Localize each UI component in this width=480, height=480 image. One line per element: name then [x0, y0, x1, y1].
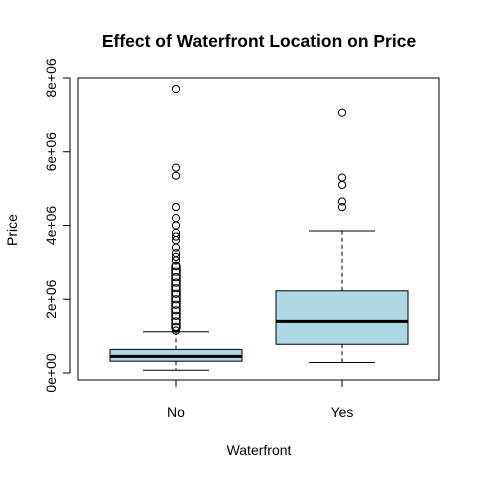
- outlier-point: [171, 163, 181, 172]
- box-series: [109, 84, 409, 371]
- outlier-point: [171, 267, 181, 276]
- outlier-point: [171, 311, 181, 320]
- outlier-point: [171, 326, 181, 335]
- outlier-point: [171, 214, 181, 223]
- outlier-point: [171, 171, 181, 180]
- outlier-point: [171, 84, 181, 94]
- outlier-point: [171, 278, 181, 287]
- outlier-point: [171, 322, 181, 332]
- y-axis: 0e+00 2e+06 4e+06 6e+06 8e+06: [43, 58, 71, 393]
- x-tick-label: Yes: [331, 404, 354, 420]
- outlier-point: [171, 284, 181, 293]
- x-tick-label: No: [167, 404, 185, 420]
- y-tick-label: 6e+06: [43, 132, 59, 172]
- outlier-point: [337, 202, 347, 212]
- y-tick-label: 0e+00: [43, 353, 59, 393]
- iqr-box: [275, 290, 409, 345]
- y-tick-label: 8e+06: [43, 58, 59, 98]
- x-axis-title: Waterfront: [227, 442, 292, 458]
- outlier-point: [337, 197, 347, 206]
- outlier-point: [337, 108, 347, 117]
- outlier-point: [337, 173, 347, 182]
- y-axis-title: Price: [4, 214, 20, 246]
- outlier-point: [171, 243, 181, 252]
- box-no: [109, 84, 243, 371]
- box-yes: [275, 108, 409, 363]
- outlier-point: [171, 289, 181, 298]
- y-tick-label: 2e+06: [43, 279, 59, 319]
- outlier-point: [171, 202, 181, 212]
- outlier-point: [171, 300, 181, 309]
- outlier-point: [171, 221, 181, 230]
- outlier-point: [171, 261, 181, 271]
- outlier-point: [171, 252, 181, 261]
- y-tick-label: 4e+06: [43, 206, 59, 246]
- outlier-point: [171, 317, 181, 326]
- outlier-point: [171, 306, 181, 315]
- x-axis: No Yes: [167, 379, 354, 420]
- outlier-point: [171, 295, 181, 304]
- outlier-point: [171, 249, 181, 258]
- outlier-point: [171, 232, 181, 241]
- outlier-point: [171, 273, 181, 282]
- outlier-point: [337, 180, 347, 190]
- chart-title: Effect of Waterfront Location on Price: [102, 31, 417, 51]
